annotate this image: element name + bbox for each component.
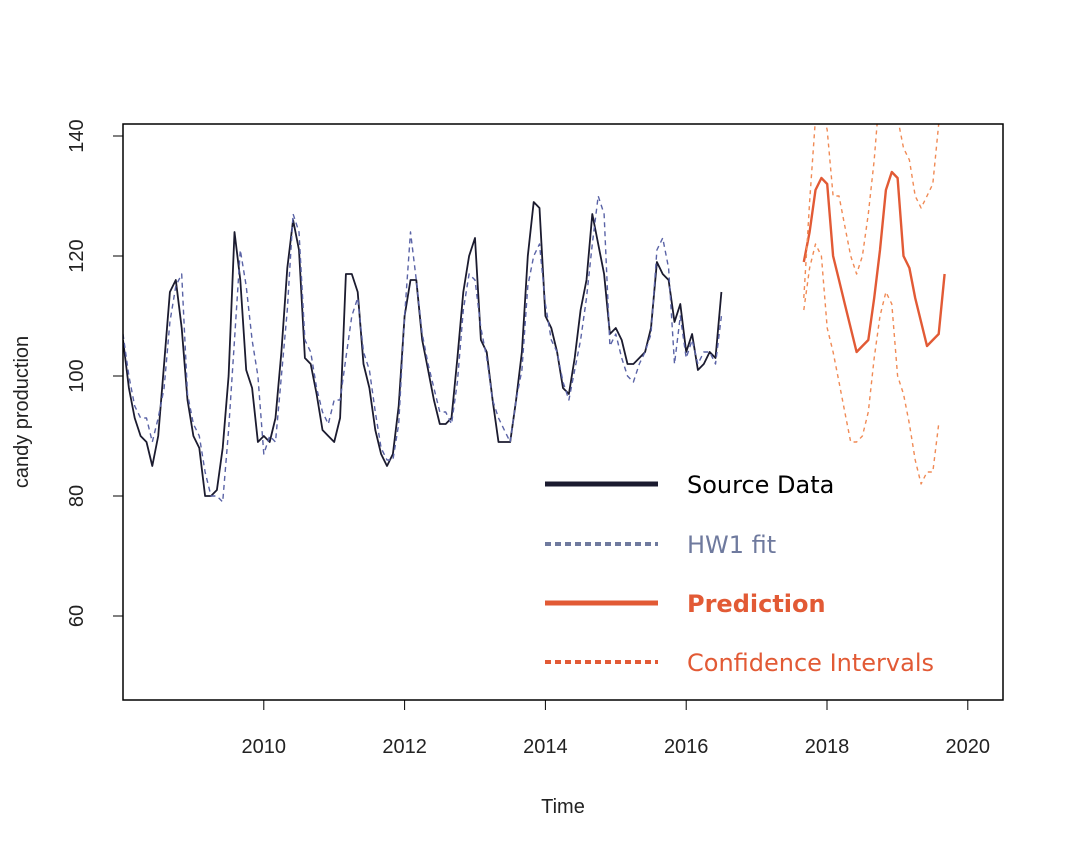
axes-layer: 2010 2012 2014 2016 2018 2020 60 80 100 120 140 <box>66 119 990 758</box>
y-tick-label: 80 <box>66 485 88 507</box>
x-axis-label: Time <box>541 796 585 818</box>
series-line-confidence-intervals-upper <box>803 124 940 299</box>
y-tick-label: 100 <box>66 359 88 392</box>
series-line-prediction <box>802 170 946 354</box>
legend-label: HW1 fit <box>687 531 776 559</box>
series-line-hw1-fit <box>123 195 723 503</box>
x-tick-label: 2014 <box>523 736 568 758</box>
y-tick-label: 140 <box>66 119 88 152</box>
x-tick-label: 2012 <box>382 736 427 758</box>
legend-label: Prediction <box>687 590 826 618</box>
x-tick-label: 2010 <box>242 736 287 758</box>
x-tick-label: 2016 <box>664 736 709 758</box>
series-line-confidence-intervals-lower <box>803 243 940 485</box>
x-tick-label: 2020 <box>946 736 991 758</box>
y-tick-label: 60 <box>66 605 88 627</box>
series-layer <box>123 124 946 503</box>
series-line-source-data <box>123 201 723 497</box>
y-tick-label: 120 <box>66 239 88 272</box>
legend-label: Confidence Intervals <box>687 649 934 677</box>
x-tick-label: 2018 <box>805 736 850 758</box>
legend: Source Data HW1 fit Prediction Confidence I… <box>545 471 934 677</box>
y-axis-label: candy production <box>11 336 33 488</box>
legend-label: Source Data <box>687 471 834 499</box>
